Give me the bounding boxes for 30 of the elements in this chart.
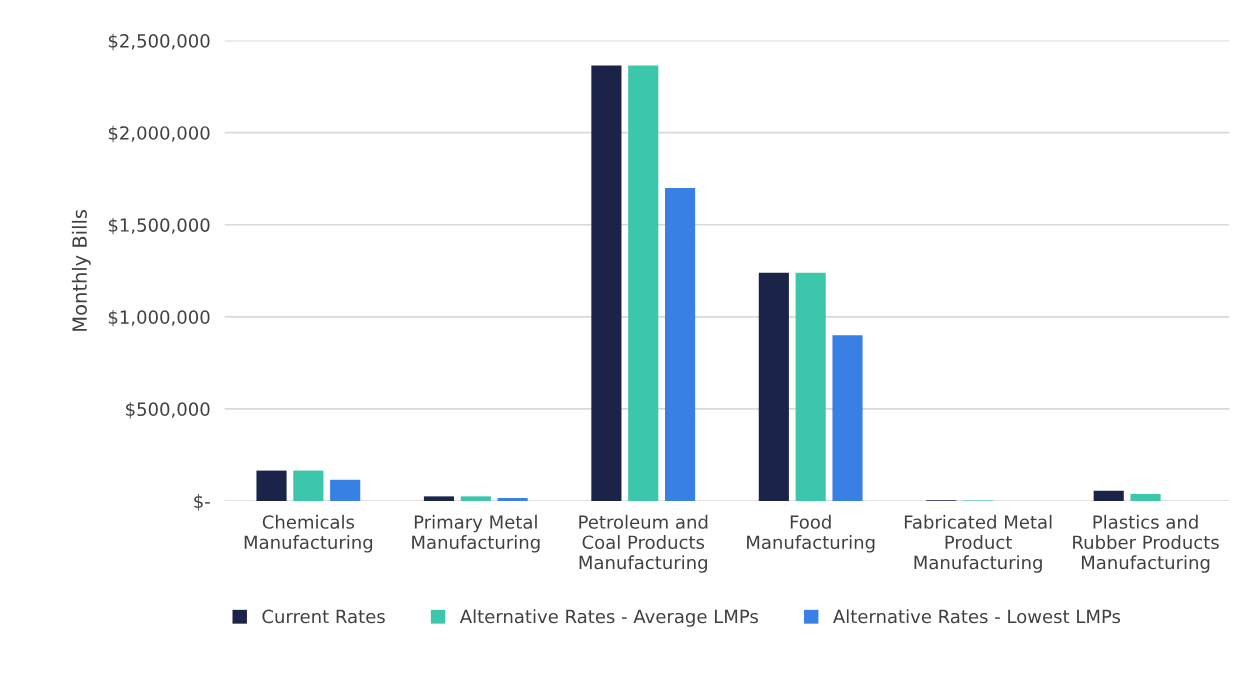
y-tick-label: $500,000	[126, 402, 210, 419]
x-tick-label: Petroleum and Coal Products Manufacturing	[579, 514, 708, 573]
bar	[1093, 490, 1124, 501]
bar	[628, 65, 659, 501]
legend-label: Alternative Rates - Average LMPs	[459, 609, 758, 627]
y-tick-label: $2,500,000	[108, 33, 210, 51]
bar	[423, 496, 455, 501]
bar	[758, 272, 789, 501]
x-tick-label: Primary Metal Manufacturing	[412, 514, 540, 553]
bar	[1130, 493, 1161, 501]
bar	[256, 470, 287, 501]
x-tick-label: Food Manufacturing	[747, 514, 875, 553]
bar	[795, 272, 826, 501]
legend-label: Alternative Rates - Lowest LMPs	[833, 609, 1121, 624]
bar	[665, 187, 696, 501]
bar	[293, 470, 324, 501]
y-axis-title: Monthly Bills	[71, 209, 91, 331]
bar	[832, 335, 863, 501]
x-tick-label: Chemicals Manufacturing	[244, 514, 373, 553]
legend-label: Current Rates	[262, 609, 385, 624]
bar	[330, 479, 361, 501]
bar	[591, 65, 622, 501]
y-tick-label: $1,500,000	[108, 217, 210, 235]
bar	[497, 498, 528, 501]
y-tick-label: $2,000,000	[108, 125, 210, 143]
y-tick-label: $1,000,000	[108, 309, 210, 327]
y-tick-label: $-	[194, 494, 210, 511]
bar	[460, 496, 491, 501]
x-tick-label: Fabricated Metal Product Manufacturing	[904, 514, 1052, 573]
x-tick-label: Plastics and Rubber Products Manufacturing	[1073, 514, 1219, 573]
